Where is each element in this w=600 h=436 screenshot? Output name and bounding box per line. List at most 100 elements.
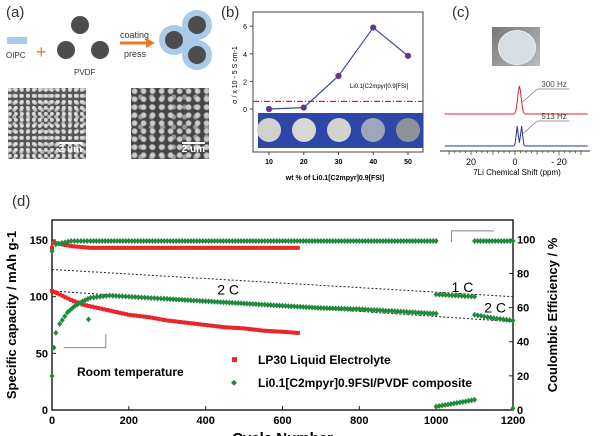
data-point-lp30 [203, 323, 208, 327]
data-point-lp30 [153, 245, 158, 250]
data-point-composite [449, 292, 455, 299]
data-point-composite [446, 292, 452, 299]
data-point-lp30 [259, 245, 264, 250]
data-point-lp30 [94, 245, 99, 250]
data-point-composite [223, 237, 229, 244]
data-point-composite [362, 237, 368, 244]
data-point-lp30 [97, 245, 102, 250]
data-point-lp30 [142, 314, 147, 319]
data-point-composite [132, 237, 138, 244]
data-point-lp30 [230, 245, 235, 250]
data-point-composite [145, 294, 151, 301]
data-point-composite [244, 300, 250, 307]
data-point-lp30 [55, 291, 60, 296]
data-point-lp30 [264, 328, 269, 333]
data-point-composite [440, 291, 446, 298]
data-point-composite [421, 237, 427, 244]
data-point-lp30 [289, 245, 294, 250]
data-point-lp30 [72, 244, 77, 249]
data-point-composite [472, 311, 478, 318]
annotation-leader [522, 120, 538, 135]
data-point-composite [386, 237, 392, 244]
data-point-lp30 [185, 245, 190, 250]
data-point-composite [371, 237, 377, 244]
data-point-lp30 [80, 302, 85, 307]
membrane-disc [326, 118, 351, 142]
data-point-composite [256, 301, 262, 308]
data-point-composite [421, 309, 427, 316]
data-point-composite [241, 237, 247, 244]
data-point-lp30 [200, 322, 205, 327]
data-point-lp30 [268, 245, 273, 250]
x-tick-label: 0 [49, 415, 55, 427]
data-point-lp30 [115, 245, 120, 250]
data-point-composite [439, 402, 445, 409]
data-point-composite [229, 237, 235, 244]
data-point-composite [497, 315, 503, 322]
data-point-lp30 [85, 245, 90, 250]
data-point-composite [333, 237, 339, 244]
data-point-composite [492, 237, 498, 244]
data-point-composite [144, 237, 150, 244]
data-point-composite [232, 299, 238, 306]
data-point-composite [123, 293, 129, 300]
data-point-composite [259, 237, 265, 244]
data-point-composite [442, 402, 448, 409]
data-point-lp30 [130, 313, 135, 318]
oipc-swatch [7, 37, 27, 44]
data-point-lp30 [247, 245, 252, 250]
x-tick-label: 1200 [501, 415, 525, 427]
y-tick-label: 50 [36, 348, 48, 360]
data-point-composite [194, 297, 200, 304]
data-point-composite [100, 293, 106, 300]
y-axis-label: Specific capacity / mAh g-1 [4, 231, 19, 399]
data-point-composite [176, 237, 182, 244]
data-point-composite [155, 295, 161, 302]
data-point-lp30 [117, 310, 122, 315]
data-point-composite [333, 305, 339, 312]
data-point-composite [486, 237, 492, 244]
data-point-composite [285, 237, 291, 244]
data-point-lp30 [141, 245, 146, 250]
data-point-composite [277, 237, 283, 244]
data-point-composite [389, 237, 395, 244]
x-tick-label: - 20 [551, 157, 567, 167]
y2-tick-label: 0 [517, 405, 523, 417]
panel-d-label: (d) [12, 193, 31, 210]
data-point-composite [114, 237, 120, 244]
data-point-lp30 [136, 313, 141, 318]
data-point-lp30 [177, 245, 182, 250]
data-point-composite [451, 400, 457, 407]
data-point-lp30 [156, 245, 161, 250]
data-point-composite [179, 237, 185, 244]
data-point-composite [59, 317, 65, 324]
data-point-composite [336, 237, 342, 244]
data-point-composite [410, 237, 416, 244]
data-point-lp30 [226, 325, 231, 330]
data-point-composite [374, 237, 380, 244]
data-point-lp30 [171, 319, 176, 324]
data-point-composite [312, 237, 318, 244]
data-point-composite [418, 309, 424, 316]
panel-c-label: (c) [452, 4, 470, 21]
data-point-composite [110, 292, 116, 299]
data-point-lp30 [261, 328, 266, 333]
data-point-lp30 [152, 316, 157, 321]
data-point-composite [507, 237, 513, 244]
data-point-lp30 [174, 245, 179, 250]
legend-label-composite: Li0.1[C2mpyr]0.9FSI/PVDF composite [258, 376, 472, 390]
data-point-lp30 [108, 308, 113, 313]
data-point-composite [327, 237, 333, 244]
data-point-composite [507, 317, 513, 324]
data-point-lp30 [203, 245, 208, 250]
data-point-composite [206, 237, 212, 244]
data-point-lp30 [289, 330, 294, 335]
data-point-composite [161, 237, 167, 244]
data-point-composite [306, 304, 312, 311]
data-point-lp30 [212, 245, 217, 250]
data-point-composite [170, 296, 176, 303]
data-point-composite [158, 295, 164, 302]
data-point-lp30 [50, 245, 54, 250]
data-point-composite [398, 237, 404, 244]
data-point-composite [214, 298, 220, 305]
